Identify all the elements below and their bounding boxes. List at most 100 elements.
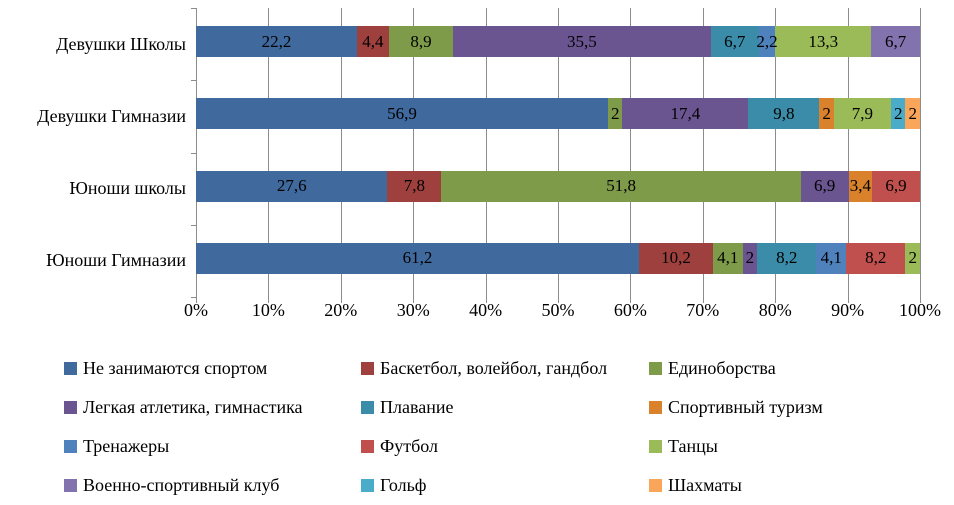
legend-label: Шахматы	[668, 475, 742, 495]
bar-segment: 4,1	[712, 242, 743, 274]
bar-segment: 6,9	[872, 170, 920, 202]
axis-tick	[413, 297, 415, 303]
legend-item: Единоборства	[649, 349, 936, 388]
plot-area: 22,2 4,4 8,9 35,5 6,7 2,2 13,3 6,7 56,9 2 17,4 9,8 2…	[191, 8, 921, 303]
data-label: 10,2	[661, 248, 691, 268]
data-label: 3,4	[849, 176, 871, 195]
bar-segment: 7,9	[833, 98, 891, 130]
axis-tick	[558, 297, 559, 303]
axis-tick	[191, 297, 196, 298]
axis-tick	[191, 153, 196, 154]
bar-segment: 8,9	[388, 26, 454, 57]
legend-label: Баскетбол, волейбол, гандбол	[380, 358, 608, 378]
axis-tick	[191, 80, 196, 81]
legend-swatch-icon	[361, 362, 374, 375]
bar-segment: 8,2	[757, 242, 817, 274]
gridline	[558, 8, 559, 297]
bar-segment: 6,7	[871, 26, 920, 57]
legend-label: Гольф	[380, 475, 427, 495]
bar-segment: 6,9	[800, 170, 849, 202]
data-label: 2	[822, 103, 831, 123]
gridline	[268, 8, 270, 297]
legend-swatch-icon	[361, 479, 374, 492]
legend-swatch-icon	[649, 362, 662, 375]
axis-tick	[196, 297, 197, 303]
data-label: 8,2	[776, 248, 798, 268]
data-label: 56,9	[387, 103, 417, 123]
gridline	[340, 8, 342, 297]
x-axis-label: 40%	[469, 300, 503, 320]
bar-segment: 13,3	[775, 26, 872, 57]
data-label: 2	[745, 248, 755, 268]
bar-segment: 2	[905, 98, 920, 130]
data-label: 6,9	[885, 176, 907, 195]
legend-item: Плавание	[361, 388, 649, 427]
legend-item: Не занимаются спортом	[64, 349, 361, 388]
gridline	[775, 8, 777, 297]
bar-segment: 9,8	[748, 98, 820, 130]
legend-swatch-icon	[361, 440, 374, 453]
legend-label: Футбол	[380, 436, 438, 456]
category-label: Юноши Гимназии	[46, 250, 186, 271]
data-label: 13,3	[808, 31, 839, 51]
legend-swatch-icon	[649, 479, 662, 492]
legend-item: Танцы	[649, 427, 936, 466]
axis-tick	[340, 297, 342, 303]
gridline	[413, 8, 415, 297]
bar-segment: 2,2	[756, 26, 778, 57]
gridline	[196, 8, 197, 297]
bar-segment: 6,7	[710, 26, 760, 57]
data-label: 2,2	[756, 31, 778, 51]
bar-segment: 4,1	[816, 242, 847, 274]
bar-segment: 2	[819, 98, 834, 130]
data-label: 2	[893, 103, 903, 123]
legend-item: Футбол	[361, 427, 649, 466]
bar-segment: 2	[607, 98, 623, 130]
axis-tick	[847, 297, 849, 303]
axis-tick	[191, 8, 196, 9]
bar-segment: 56,9	[196, 98, 608, 130]
data-label: 4,1	[717, 248, 739, 268]
bar-segment: 61,2	[196, 242, 640, 274]
axis-tick	[702, 297, 704, 303]
legend-swatch-icon	[649, 440, 662, 453]
bar-segment: 3,4	[848, 170, 873, 202]
legend-label: Военно-спортивный клуб	[83, 475, 280, 495]
legend-item: Тренажеры	[64, 427, 361, 466]
bar-row: 22,2 4,4 8,9 35,5 6,7 2,2 13,3 6,7	[196, 26, 920, 57]
legend-swatch-icon	[64, 479, 77, 492]
legend-swatch-icon	[64, 440, 77, 453]
x-axis-label: 0%	[184, 300, 208, 320]
data-label: 4,4	[362, 31, 384, 51]
data-label: 51,8	[606, 176, 636, 195]
data-label: 2	[908, 103, 917, 123]
category-label: Девушки Гимназии	[37, 105, 186, 126]
bar-segment: 17,4	[622, 98, 749, 130]
x-axis-label: 30%	[396, 300, 430, 320]
data-label: 6,7	[724, 31, 746, 51]
bar-segment: 35,5	[453, 26, 711, 57]
legend-swatch-icon	[649, 401, 662, 414]
legend-label: Легкая атлетика, гимнастика	[83, 397, 303, 417]
legend-label: Танцы	[668, 436, 718, 456]
data-label: 7,9	[851, 103, 874, 123]
legend-item: Спортивный туризм	[649, 388, 936, 427]
x-axis-label: 70%	[686, 300, 720, 320]
x-axis-label: 90%	[831, 300, 865, 320]
axis-tick	[920, 297, 921, 303]
data-label: 35,5	[567, 31, 597, 51]
legend-item: Военно-спортивный клуб	[64, 466, 361, 505]
bar-row: 56,9 2 17,4 9,8 2 7,9 2 2	[196, 98, 920, 130]
legend-item: Легкая атлетика, гимнастика	[64, 388, 361, 427]
legend-label: Единоборства	[668, 358, 776, 378]
data-label: 7,8	[403, 176, 426, 195]
bar-row: 61,2 10,2 4,1 2 8,2 4,1 8,2 2	[196, 242, 920, 274]
legend-swatch-icon	[361, 401, 374, 414]
bar-segment: 2	[905, 242, 920, 274]
legend: Не занимаются спортом Баскетбол, волейбол…	[64, 349, 936, 505]
legend-swatch-icon	[64, 362, 77, 375]
legend-item: Шахматы	[649, 466, 936, 505]
legend-label: Тренажеры	[83, 436, 170, 456]
legend-swatch-icon	[64, 401, 77, 414]
